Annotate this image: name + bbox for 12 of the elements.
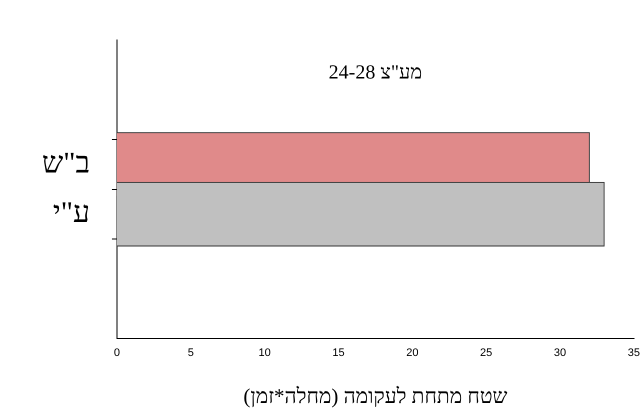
text: 24-28 מע"צ	[328, 61, 422, 84]
x-tick-label: 35	[628, 347, 640, 360]
x-tick-label: 15	[332, 347, 345, 360]
x-tick-label: 20	[406, 347, 418, 360]
x-tick-label: 30	[554, 347, 566, 360]
x-tick-label: 25	[480, 347, 492, 360]
x-tick-label: 5	[188, 347, 194, 360]
y-tick-label: ב"ש	[42, 146, 90, 180]
x-tick-label: 10	[258, 347, 271, 360]
x-axis-title: שטח מתחת לעקומה (מחלה*זמן)	[243, 384, 508, 408]
x-tick-label: 0	[114, 347, 120, 360]
y-tick-label: ע"י	[52, 196, 90, 230]
